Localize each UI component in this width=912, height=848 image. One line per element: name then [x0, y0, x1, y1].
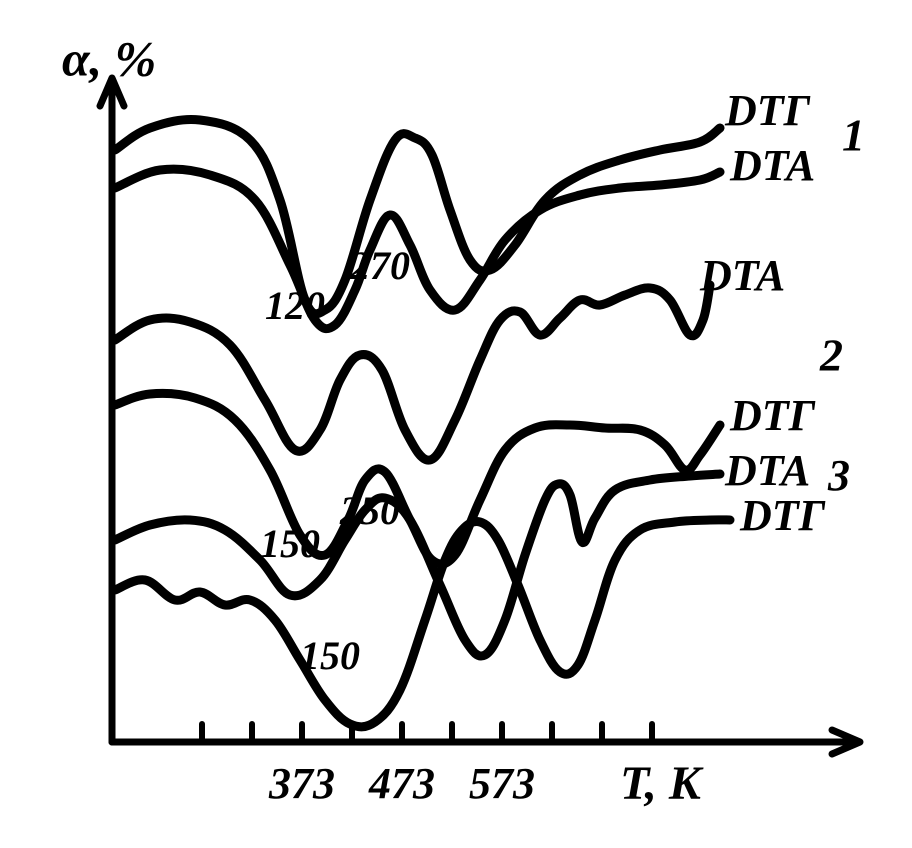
x-tick-label: 473 — [368, 759, 435, 808]
curve-c2_dta — [115, 285, 710, 460]
group-label-2: 2 — [819, 330, 843, 381]
x-axis-label: T, K — [620, 757, 704, 810]
peak-label-0: 270 — [349, 243, 410, 288]
curve-label-0: DТГ — [724, 86, 811, 135]
y-axis-label: α, % — [62, 30, 156, 86]
chart-svg: α, %373473573T, KDТГDТАDТАDТГDТАDТГ12327… — [0, 0, 912, 848]
x-tick-label: 373 — [268, 759, 335, 808]
peak-label-2: 250 — [339, 488, 400, 533]
curve-label-4: DТА — [724, 446, 810, 495]
curve-c1_dtg — [115, 119, 720, 313]
peak-label-4: 150 — [300, 633, 360, 678]
peak-label-3: 150 — [260, 521, 320, 566]
curve-label-2: DТА — [699, 251, 785, 300]
curve-label-1: DТА — [729, 141, 815, 190]
peak-label-1: 120 — [265, 283, 325, 328]
curve-label-5: DТГ — [739, 491, 826, 540]
curve-c1_dta — [115, 169, 720, 329]
curves-group — [115, 119, 730, 726]
thermal-analysis-chart: α, %373473573T, KDТГDТАDТАDТГDТАDТГ12327… — [0, 0, 912, 848]
group-label-3: 3 — [827, 451, 850, 500]
labels-group: α, %373473573T, KDТГDТАDТАDТГDТАDТГ12327… — [62, 30, 865, 810]
group-label-1: 1 — [842, 110, 865, 161]
curve-label-3: DТГ — [729, 391, 816, 440]
x-tick-label: 573 — [469, 759, 535, 808]
